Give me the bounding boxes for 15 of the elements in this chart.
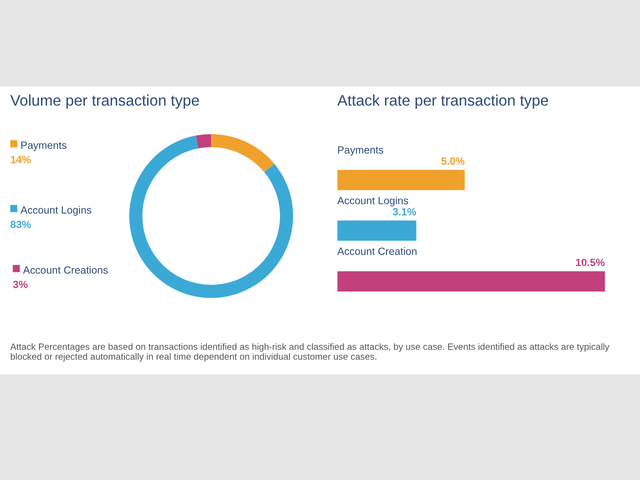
data-label: 5.0% xyxy=(441,157,464,165)
y-tick-label: Payments xyxy=(338,146,384,156)
data-label: 10.5% xyxy=(576,258,605,266)
legend-label: Account Creations xyxy=(23,266,108,274)
data-label: 3% xyxy=(13,280,28,288)
text: Attack Percentages are based on transactions identified as high-risk and classified as attacks, by use case. Events identified as attacks are typically blocked or rejected automatically in real time dependent on individual customer use cases. xyxy=(10,343,610,362)
y-tick-label: Account Creation xyxy=(337,247,417,255)
legend-label: Account Logins xyxy=(20,206,92,216)
data-label: 83% xyxy=(10,220,31,228)
chart-title: Volume per transaction type xyxy=(10,94,199,109)
chart-title: Attack rate per transaction type xyxy=(337,94,548,109)
data-label: 3.1% xyxy=(392,208,416,216)
y-tick-label: Account Logins xyxy=(337,196,408,206)
legend-label: Payments xyxy=(21,142,66,151)
data-label: 14% xyxy=(10,156,31,164)
